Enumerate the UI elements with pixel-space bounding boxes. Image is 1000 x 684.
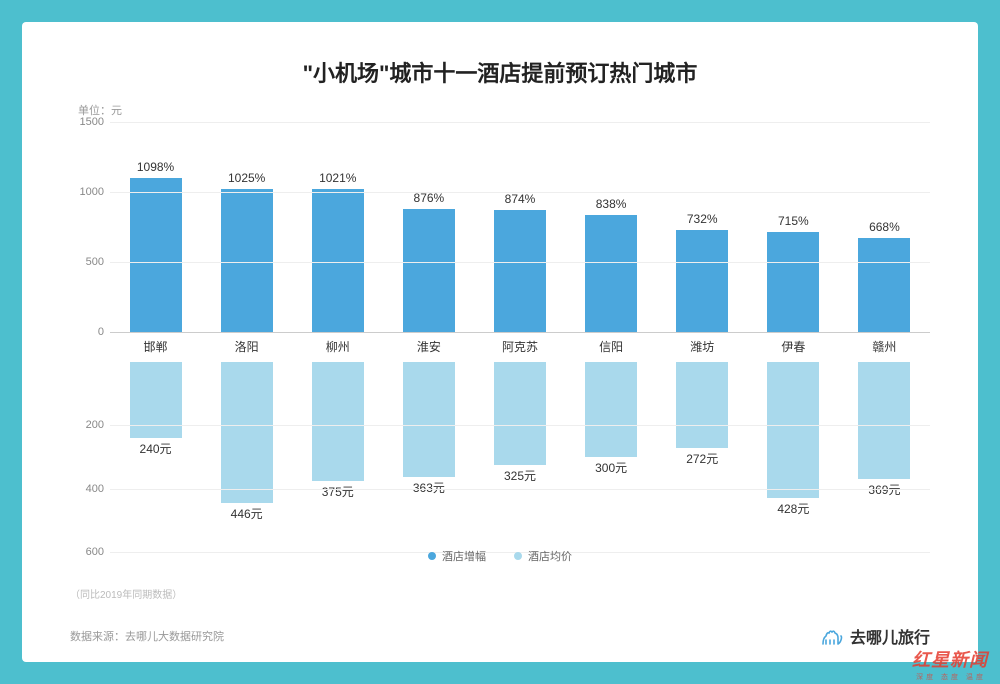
category-label: 阿克苏 bbox=[485, 338, 555, 355]
bar-bottom-value: 428元 bbox=[758, 500, 828, 517]
bar-bottom bbox=[858, 362, 910, 479]
y-tick-label: 500 bbox=[70, 256, 104, 268]
bar-top-value: 838% bbox=[576, 197, 646, 211]
bar-top-value: 715% bbox=[758, 214, 828, 228]
bar-top-value: 876% bbox=[394, 191, 464, 205]
y-tick-label: 200 bbox=[70, 419, 104, 431]
chart-area: 1098% 邯郸 240元 1025% 洛阳 446元 1021% 柳州 375元 876% 淮安 3… bbox=[70, 122, 930, 552]
bar-bottom bbox=[676, 362, 728, 448]
bar-bottom bbox=[312, 362, 364, 481]
bar-top bbox=[585, 215, 637, 332]
bar-top-value: 1025% bbox=[212, 171, 282, 185]
plot-region: 1098% 邯郸 240元 1025% 洛阳 446元 1021% 柳州 375元 876% 淮安 3… bbox=[110, 122, 930, 552]
bar-top-value: 732% bbox=[667, 212, 737, 226]
footnote: （同比2019年同期数据） bbox=[70, 586, 930, 601]
unit-label: 单位：元 bbox=[78, 102, 930, 118]
bar-top bbox=[403, 209, 455, 332]
legend-item-bottom: 酒店均价 bbox=[514, 548, 572, 564]
bar-bottom bbox=[221, 362, 273, 503]
bar-bottom bbox=[494, 362, 546, 465]
bar-top bbox=[858, 238, 910, 332]
bar-bottom bbox=[767, 362, 819, 498]
legend-dot-icon bbox=[514, 552, 522, 560]
bar-bottom-value: 240元 bbox=[121, 440, 191, 457]
category-label: 淮安 bbox=[394, 338, 464, 355]
bar-top bbox=[221, 189, 273, 333]
bar-bottom-value: 325元 bbox=[485, 467, 555, 484]
legend-label: 酒店增幅 bbox=[442, 548, 486, 564]
bar-top-value: 1021% bbox=[303, 171, 373, 185]
bar-bottom-value: 446元 bbox=[212, 505, 282, 522]
y-tick-label: 1000 bbox=[70, 186, 104, 198]
bar-bottom bbox=[403, 362, 455, 477]
y-tick-label: 1500 bbox=[70, 116, 104, 128]
bar-bottom-value: 363元 bbox=[394, 479, 464, 496]
bar-top bbox=[130, 178, 182, 332]
y-tick-label: 400 bbox=[70, 483, 104, 495]
camel-icon bbox=[820, 626, 844, 646]
bar-bottom-value: 375元 bbox=[303, 483, 373, 500]
watermark-sub: 深度 态度 温度 bbox=[916, 672, 986, 682]
bar-top bbox=[767, 232, 819, 332]
category-label: 邯郸 bbox=[121, 338, 191, 355]
data-source: 数据来源：去哪儿大数据研究院 bbox=[70, 628, 224, 644]
bar-top-value: 1098% bbox=[121, 160, 191, 174]
chart-card: "小机场"城市十一酒店提前预订热门城市 单位：元 1098% 邯郸 240元 1025… bbox=[22, 22, 978, 662]
legend-item-top: 酒店增幅 bbox=[428, 548, 486, 564]
legend: 酒店增幅 酒店均价 bbox=[70, 548, 930, 564]
legend-dot-icon bbox=[428, 552, 436, 560]
bar-bottom-value: 300元 bbox=[576, 459, 646, 476]
bar-top-value: 668% bbox=[849, 220, 919, 234]
y-tick-label: 0 bbox=[70, 326, 104, 338]
bar-top bbox=[494, 210, 546, 332]
brand-text: 去哪儿旅行 bbox=[850, 624, 930, 648]
bar-bottom bbox=[130, 362, 182, 438]
category-label: 赣州 bbox=[849, 338, 919, 355]
category-label: 潍坊 bbox=[667, 338, 737, 355]
bar-top bbox=[312, 189, 364, 332]
brand-logo: 去哪儿旅行 bbox=[820, 624, 930, 648]
category-label: 洛阳 bbox=[212, 338, 282, 355]
legend-label: 酒店均价 bbox=[528, 548, 572, 564]
chart-title: "小机场"城市十一酒店提前预订热门城市 bbox=[70, 56, 930, 88]
category-label: 信阳 bbox=[576, 338, 646, 355]
bar-bottom-value: 272元 bbox=[667, 450, 737, 467]
bar-bottom bbox=[585, 362, 637, 457]
category-label: 柳州 bbox=[303, 338, 373, 355]
category-label: 伊春 bbox=[758, 338, 828, 355]
watermark: 红星新闻 bbox=[912, 646, 988, 672]
bar-top bbox=[676, 230, 728, 332]
bar-top-value: 874% bbox=[485, 192, 555, 206]
